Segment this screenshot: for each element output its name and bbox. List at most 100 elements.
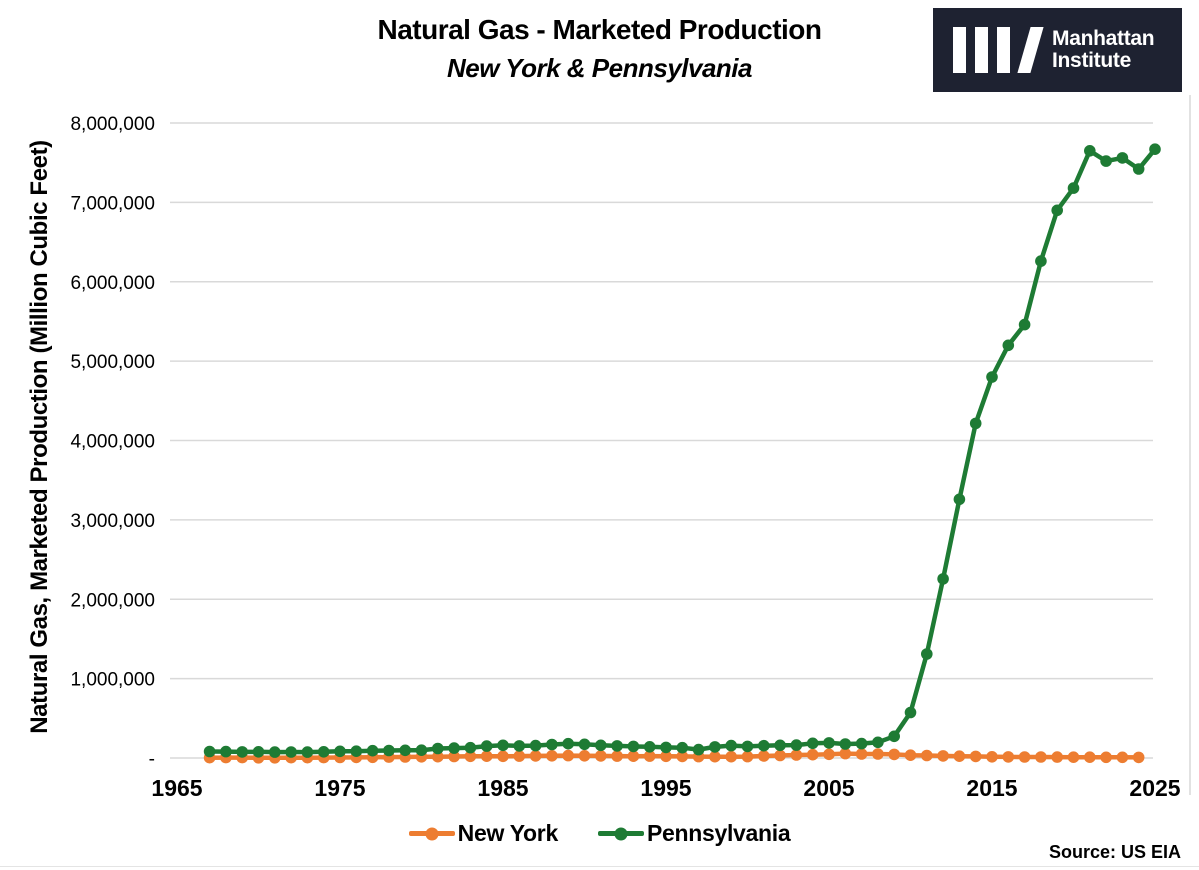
chart-legend: New York Pennsylvania — [0, 820, 1199, 847]
data-point-pennsylvania — [529, 739, 542, 752]
data-point-pennsylvania — [497, 739, 509, 752]
y-tick-label: 4,000,000 — [70, 432, 155, 453]
data-point-pennsylvania — [1100, 155, 1112, 167]
source-note: Source: US EIA — [1048, 842, 1181, 862]
data-point-new-york — [774, 749, 786, 762]
data-point-new-york — [611, 750, 623, 762]
data-point-new-york — [513, 750, 526, 762]
data-point-new-york — [578, 750, 591, 762]
data-point-pennsylvania — [806, 737, 819, 750]
data-point-new-york — [1035, 751, 1047, 763]
legend-item-new-york: New York — [408, 820, 559, 847]
data-point-new-york — [1132, 751, 1145, 764]
chart-title: Natural Gas - Marketed Production — [377, 14, 822, 45]
data-point-new-york — [1100, 751, 1112, 764]
data-point-new-york — [758, 750, 770, 762]
y-tick-label: 1,000,000 — [70, 670, 155, 691]
data-point-new-york — [937, 750, 949, 762]
data-point-pennsylvania — [383, 744, 395, 757]
data-point-new-york — [1067, 751, 1080, 763]
data-point-pennsylvania — [1035, 255, 1047, 267]
data-point-new-york — [790, 749, 803, 761]
data-point-pennsylvania — [464, 741, 477, 754]
data-point-pennsylvania — [888, 730, 900, 743]
data-point-pennsylvania — [725, 739, 737, 752]
logo-text: Manhattan Institute — [1052, 27, 1155, 73]
data-point-new-york — [562, 749, 574, 762]
data-point-new-york — [480, 750, 493, 762]
data-point-pennsylvania — [285, 746, 297, 758]
chart-subtitle: New York & Pennsylvania — [447, 53, 752, 83]
data-point-pennsylvania — [1084, 145, 1096, 157]
data-point-new-york — [660, 750, 672, 763]
data-point-new-york — [595, 750, 607, 762]
data-point-new-york — [953, 750, 966, 762]
x-tick-label: 1965 — [151, 775, 202, 801]
data-point-pennsylvania — [774, 739, 786, 752]
data-point-pennsylvania — [448, 742, 460, 754]
legend-label-new-york: New York — [457, 820, 559, 846]
data-point-pennsylvania — [334, 745, 346, 758]
data-point-new-york — [855, 748, 868, 760]
data-point-pennsylvania — [595, 739, 607, 752]
y-tick-label: 8,000,000 — [70, 114, 155, 135]
data-point-pennsylvania — [790, 739, 803, 751]
data-point-new-york — [709, 750, 721, 763]
x-tick-label: 1985 — [477, 775, 528, 801]
data-point-new-york — [546, 750, 558, 762]
data-point-new-york — [432, 750, 444, 763]
new-york-line-marker-icon — [408, 827, 455, 840]
data-point-pennsylvania — [660, 741, 672, 754]
data-point-new-york — [627, 750, 640, 762]
logo-bars-icon — [953, 27, 1044, 73]
x-tick-label: 2025 — [1129, 775, 1180, 801]
data-point-pennsylvania — [269, 746, 281, 758]
data-point-new-york — [872, 748, 884, 760]
data-point-pennsylvania — [823, 737, 835, 749]
data-point-pennsylvania — [611, 740, 623, 752]
data-point-new-york — [643, 750, 656, 762]
data-point-pennsylvania — [953, 493, 966, 506]
data-point-new-york — [1051, 751, 1063, 763]
data-point-pennsylvania — [1132, 163, 1145, 175]
data-point-new-york — [1116, 751, 1129, 764]
data-point-pennsylvania — [1067, 182, 1080, 194]
data-point-pennsylvania — [1051, 204, 1063, 217]
legend-item-pennsylvania: Pennsylvania — [597, 820, 791, 847]
data-point-pennsylvania — [415, 744, 428, 756]
data-point-pennsylvania — [350, 745, 363, 757]
data-point-pennsylvania — [236, 746, 248, 758]
data-point-pennsylvania — [921, 648, 933, 660]
data-point-new-york — [497, 750, 509, 763]
y-tick-label: 3,000,000 — [70, 511, 155, 532]
data-point-new-york — [1002, 751, 1015, 763]
data-point-new-york — [464, 750, 477, 763]
data-point-pennsylvania — [627, 740, 640, 753]
data-point-pennsylvania — [480, 740, 493, 752]
y-tick-label: 5,000,000 — [70, 352, 155, 373]
data-point-pennsylvania — [643, 741, 656, 753]
data-point-pennsylvania — [301, 746, 314, 758]
data-point-pennsylvania — [1002, 339, 1015, 352]
data-point-new-york — [823, 748, 835, 761]
data-point-pennsylvania — [839, 738, 852, 750]
data-point-pennsylvania — [578, 738, 591, 751]
data-point-pennsylvania — [855, 737, 868, 750]
x-tick-label: 2015 — [966, 775, 1017, 801]
data-point-pennsylvania — [872, 736, 884, 749]
pennsylvania-line-marker-icon — [597, 827, 644, 840]
data-point-pennsylvania — [220, 745, 232, 758]
data-point-pennsylvania — [562, 737, 574, 750]
data-point-pennsylvania — [741, 740, 754, 753]
manhattan-institute-logo: Manhattan Institute — [933, 8, 1182, 92]
series-line-new-york — [207, 751, 1141, 761]
data-point-new-york — [741, 750, 754, 763]
data-point-pennsylvania — [1149, 143, 1161, 155]
data-point-pennsylvania — [317, 746, 330, 758]
series-line-pennsylvania — [207, 146, 1158, 755]
y-tick-label: 7,000,000 — [70, 193, 155, 214]
data-point-new-york — [676, 750, 689, 763]
x-tick-label: 1975 — [314, 775, 365, 801]
data-point-new-york — [725, 750, 737, 763]
